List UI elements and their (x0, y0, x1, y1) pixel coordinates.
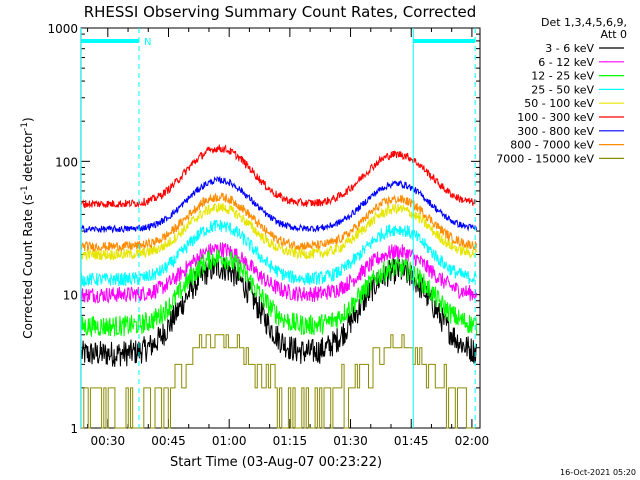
x-tick-label: 01:45 (394, 434, 429, 448)
chart-title: RHESSI Observing Summary Count Rates, Co… (84, 3, 477, 21)
footer-date: 16-Oct-2021 05:20 (560, 468, 636, 477)
legend-label: 3 - 6 keV (545, 42, 594, 55)
x-tick-label: 01:30 (333, 434, 368, 448)
legend-label: 12 - 25 keV (531, 70, 594, 83)
y-tick-label: 1000 (47, 22, 78, 36)
legend-label: 7000 - 15000 keV (496, 152, 594, 165)
plot-area: 1 10 100 1000 00:30 00:45 01:00 01:15 01:30 01:45… (47, 22, 489, 448)
series-line-100-300keV (81, 144, 477, 209)
y-tick-label: 1 (70, 422, 78, 436)
series-line-800-7000keV (81, 192, 477, 253)
x-tick-label: 02:00 (455, 434, 490, 448)
legend-label: 300 - 800 keV (517, 125, 594, 138)
series-line-300-800keV (81, 175, 477, 234)
y-label-mid: detector (21, 131, 35, 186)
x-tick-label: 01:00 (212, 434, 247, 448)
y-tick-label: 10 (63, 289, 78, 303)
legend-label: 800 - 7000 keV (510, 139, 594, 152)
y-tick-label: 100 (55, 155, 78, 169)
x-axis-label: Start Time (03-Aug-07 00:23:22) (170, 455, 382, 470)
legend-label: 6 - 12 keV (538, 56, 594, 69)
y-label-sup1: -1 (20, 185, 30, 194)
legend-label: 50 - 100 keV (524, 97, 594, 110)
series-line-7000-15000keV (81, 334, 476, 429)
legend-label: 25 - 50 keV (531, 83, 594, 96)
series-line-6-12keV (81, 242, 477, 305)
x-tick-label: 01:15 (273, 434, 308, 448)
series-line-12-25keV (81, 249, 477, 337)
saa-label: N (144, 37, 151, 48)
series-line-50-100keV (81, 202, 477, 262)
y-label-post: ) (21, 117, 35, 122)
legend-header-line2: Att 0 (601, 28, 627, 41)
legend-label: 100 - 300 keV (517, 111, 594, 124)
y-label-pre: Corrected Count Rate (s (21, 194, 35, 338)
legend-header-line1: Det 1,3,4,5,6,9, (541, 16, 627, 29)
x-tick-label: 00:30 (91, 434, 126, 448)
y-axis-label: Corrected Count Rate (s-1 detector-1) (20, 117, 35, 338)
y-label-sup2: -1 (20, 122, 30, 131)
series-line-25-50keV (81, 219, 477, 288)
x-tick-label: 00:45 (151, 434, 186, 448)
